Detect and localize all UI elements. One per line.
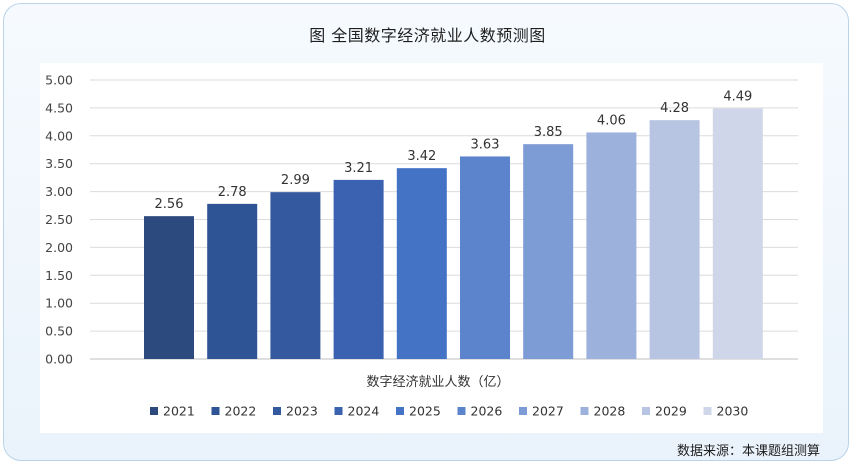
bar-2025 [396, 168, 447, 359]
legend-label: 2025 [409, 404, 441, 419]
y-tick-label: 3.00 [45, 184, 73, 199]
data-label: 3.21 [344, 161, 373, 176]
legend: 2021 2022 2023 2024 2025 2026 2027 2028 2029 2030 [150, 404, 748, 419]
bar-2023 [270, 192, 321, 359]
legend-swatch [519, 407, 527, 415]
data-label: 2.99 [281, 173, 310, 188]
y-tick-label: 1.00 [45, 296, 73, 311]
bars [144, 108, 763, 360]
legend-swatch [396, 407, 404, 415]
bar-2024 [333, 179, 384, 359]
legend-label: 2022 [225, 404, 257, 419]
data-label: 3.63 [471, 137, 500, 152]
legend-label: 2030 [717, 404, 749, 419]
data-label: 2.56 [155, 197, 184, 212]
y-tick-label: 2.50 [45, 212, 73, 227]
legend-label: 2026 [471, 404, 503, 419]
data-label: 4.49 [723, 89, 752, 104]
bar-2027 [523, 144, 574, 359]
bar-2026 [460, 156, 510, 359]
y-tick-label: 2.00 [45, 240, 73, 255]
legend-swatch [703, 407, 712, 415]
legend-swatch [580, 407, 589, 415]
legend-label: 2021 [163, 404, 195, 419]
legend-swatch [457, 407, 466, 415]
data-label: 4.28 [660, 101, 689, 116]
y-tick-label: 0.00 [45, 352, 73, 367]
chart-title: 图 全国数字经济就业人数预测图 [309, 26, 546, 45]
y-tick-label: 4.00 [45, 128, 73, 143]
data-label: 4.06 [597, 113, 626, 128]
y-tick-label: 1.50 [45, 268, 73, 283]
bar-2030 [712, 108, 763, 359]
legend-label: 2028 [594, 404, 626, 419]
bar-2022 [207, 203, 258, 359]
data-label: 3.42 [407, 149, 436, 164]
legend-swatch [211, 407, 220, 415]
y-tick-label: 3.50 [45, 156, 73, 171]
bar-2029 [649, 120, 700, 360]
y-tick-label: 4.50 [45, 100, 73, 115]
legend-swatch [334, 407, 343, 415]
data-labels: 2.56 2.78 2.99 3.21 3.42 3.63 3.85 4.06 4.28 4.49 [155, 89, 753, 212]
x-axis-label: 数字经济就业人数（亿） [366, 375, 509, 390]
legend-swatch [273, 407, 281, 415]
y-tick-label: 5.00 [45, 73, 73, 88]
legend-label: 2024 [348, 404, 380, 419]
bar-2021 [144, 216, 194, 359]
data-label: 3.85 [534, 125, 563, 140]
legend-label: 2027 [532, 404, 564, 419]
legend-label: 2023 [286, 404, 318, 419]
y-tick-label: 0.50 [45, 324, 73, 339]
source-note: 数据来源：本课题组测算 [676, 444, 820, 459]
y-axis-ticks: 0.00 0.50 1.00 1.50 2.00 2.50 3.00 3.50 4.00 4.50… [45, 73, 73, 367]
legend-label: 2029 [655, 404, 687, 419]
data-label: 2.78 [218, 185, 247, 200]
legend-swatch [642, 407, 650, 415]
legend-swatch [150, 407, 158, 415]
bar-2028 [586, 132, 637, 359]
